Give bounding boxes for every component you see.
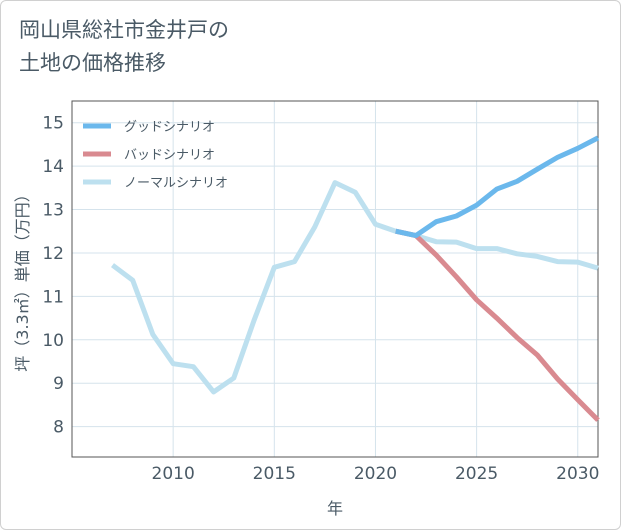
legend-label: バッドシナリオ — [124, 148, 215, 163]
y-tick-label: 14 — [42, 157, 64, 177]
x-axis-label: 年 — [327, 499, 343, 518]
chart-title: 岡山県総社市金井戸の 土地の価格推移 — [19, 14, 229, 80]
title-line-2: 土地の価格推移 — [19, 51, 166, 75]
title-line-1: 岡山県総社市金井戸の — [19, 18, 229, 42]
y-tick-label: 13 — [42, 201, 64, 221]
y-tick-label: 15 — [42, 114, 64, 134]
tick-labels: 2010 2015 2020 2025 2030 8 9 10 11 12 13 14 15 — [42, 114, 599, 484]
x-tick-label: 2025 — [455, 464, 498, 484]
x-tick-label: 2030 — [556, 464, 599, 484]
legend-label: ノーマルシナリオ — [124, 176, 228, 191]
series-line-1 — [395, 228, 600, 422]
legend-item-0[interactable]: グッドシナリオ — [83, 120, 215, 135]
x-tick-label: 2015 — [253, 464, 296, 484]
y-tick-label: 8 — [53, 418, 64, 438]
legend-item-1[interactable]: バッドシナリオ — [83, 148, 215, 163]
series-line-0 — [395, 135, 600, 239]
x-tick-label: 2010 — [152, 464, 195, 484]
y-tick-label: 10 — [42, 331, 64, 351]
series-layer — [110, 135, 600, 422]
legend-item-2[interactable]: ノーマルシナリオ — [83, 176, 228, 191]
y-tick-label: 9 — [53, 374, 64, 394]
y-tick-label: 11 — [42, 287, 64, 307]
series-line-2 — [110, 180, 599, 395]
legend-label: グッドシナリオ — [124, 120, 215, 135]
x-tick-label: 2020 — [354, 464, 397, 484]
y-tick-label: 12 — [42, 244, 64, 264]
grid-lines — [72, 101, 598, 457]
plot-frame — [71, 100, 599, 458]
y-axis-label: 坪（3.3㎡）単価（万円） — [13, 186, 32, 371]
